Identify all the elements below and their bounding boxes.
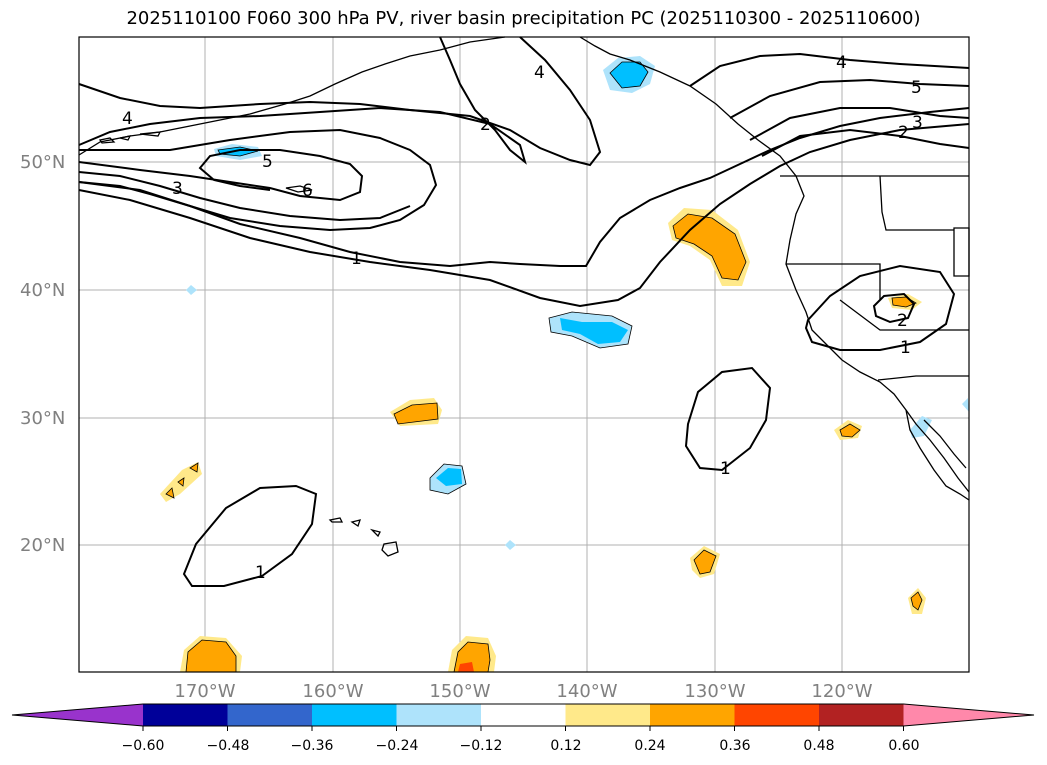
pv-contour-line <box>78 149 364 202</box>
pv-contour-line <box>689 52 970 87</box>
map-background <box>79 37 969 672</box>
precip-blob-negative <box>186 285 197 295</box>
colorbar-tick-label: −0.60 <box>122 738 165 754</box>
precip-blob-negative <box>910 416 932 438</box>
pv-contour-line <box>749 107 970 141</box>
precip-blob-positive <box>165 487 175 499</box>
pv-contour-line <box>78 123 970 308</box>
pv-contour-label: 1 <box>255 563 266 583</box>
pv-contour-label: 2 <box>480 115 491 135</box>
precip-blob-negative <box>436 468 462 486</box>
pv-contour-line <box>872 292 916 324</box>
pv-contour-label: 6 <box>302 181 313 201</box>
colorbar-tick-label: −0.36 <box>291 738 334 754</box>
colorbar-segment <box>481 704 566 726</box>
pv-contour-label: 1 <box>720 459 731 479</box>
colorbar-extend-low <box>12 704 143 726</box>
colorbar-segment <box>312 704 397 726</box>
coastlines <box>78 36 970 557</box>
precip-blob-negative <box>505 540 516 550</box>
lon-label: 160°W <box>302 681 363 702</box>
colorbar-segment <box>819 704 904 726</box>
pv-contour-label: 1 <box>351 249 362 269</box>
precip-blob-negative <box>962 398 969 412</box>
lon-label: 170°W <box>174 681 235 702</box>
pv-contour-line <box>761 128 970 157</box>
pv-contour-line <box>182 484 318 587</box>
pv-contour-line <box>729 78 970 119</box>
colorbar-tick-label: 0.60 <box>888 738 919 754</box>
pv-contour-line <box>78 36 527 165</box>
lon-label: 140°W <box>556 681 617 702</box>
colorbar-tick-label: 0.12 <box>550 738 581 754</box>
colorbar-tick-label: −0.12 <box>460 738 503 754</box>
pv-contour-label: 5 <box>911 78 922 98</box>
pv-contour-label: 1 <box>900 338 911 358</box>
precip-blob-positive <box>177 477 185 487</box>
colorbar-segment <box>143 704 228 726</box>
pv-contour-label: 4 <box>534 63 545 83</box>
colorbar-tick-label: 0.36 <box>719 738 750 754</box>
map-title: 2025110100 F060 300 hPa PV, river basin … <box>126 8 921 29</box>
pv-contour-labels: 4 2 4 5 3 2 4 5 6 3 1 2 1 1 1 <box>122 53 923 583</box>
map-frame <box>78 36 970 673</box>
precipitation-shading <box>160 56 969 673</box>
precip-blob-positive <box>839 423 861 438</box>
pv-contour-line <box>684 366 772 472</box>
lat-label: 30°N <box>20 408 65 429</box>
precip-blob-positive <box>458 662 474 672</box>
colorbar-segment <box>565 704 651 726</box>
colorbar-segment <box>734 704 820 726</box>
pv-contour-label: 4 <box>836 53 847 73</box>
lat-label: 20°N <box>20 535 65 556</box>
pv-contour-line <box>804 264 956 351</box>
lon-label: 130°W <box>684 681 745 702</box>
colorbar-tick-label: 0.24 <box>634 738 665 754</box>
pv-contour-label: 4 <box>122 109 133 129</box>
pv-contour-label: 3 <box>172 179 183 199</box>
colorbar-segment <box>396 704 482 726</box>
pv-contour-label: 3 <box>912 113 923 133</box>
pv-contours <box>78 36 970 587</box>
precip-blob-negative <box>609 61 649 89</box>
lat-label: 50°N <box>20 152 65 173</box>
pv-contour-label: 5 <box>262 152 273 172</box>
colorbar-tick-label: −0.24 <box>376 738 419 754</box>
pv-contour-label: 2 <box>897 311 908 331</box>
precip-blob-positive <box>189 462 199 473</box>
colorbar-tick-label: 0.48 <box>803 738 834 754</box>
latitude-labels: 50°N 40°N 30°N 20°N <box>20 152 65 556</box>
colorbar-extend-high <box>903 704 1034 726</box>
lat-label: 40°N <box>20 280 65 301</box>
precip-blob-negative <box>560 318 628 344</box>
precip-blob-positive <box>910 591 923 611</box>
longitude-labels: 170°W 160°W 150°W 140°W 130°W 120°W <box>174 681 872 702</box>
colorbar-labels: −0.60 −0.48 −0.36 −0.24 −0.12 0.12 0.24 … <box>122 738 920 754</box>
colorbar-segment <box>650 704 735 726</box>
precip-blob-positive <box>693 549 717 575</box>
colorbar-segment <box>227 704 313 726</box>
lon-label: 120°W <box>811 681 872 702</box>
precip-blob-positive <box>393 402 439 425</box>
colorbar <box>11 703 1035 731</box>
colorbar-tick-label: −0.48 <box>207 738 250 754</box>
lon-label: 150°W <box>429 681 490 702</box>
pv-contour-line <box>78 171 411 222</box>
pv-contour-label: 2 <box>898 123 909 143</box>
